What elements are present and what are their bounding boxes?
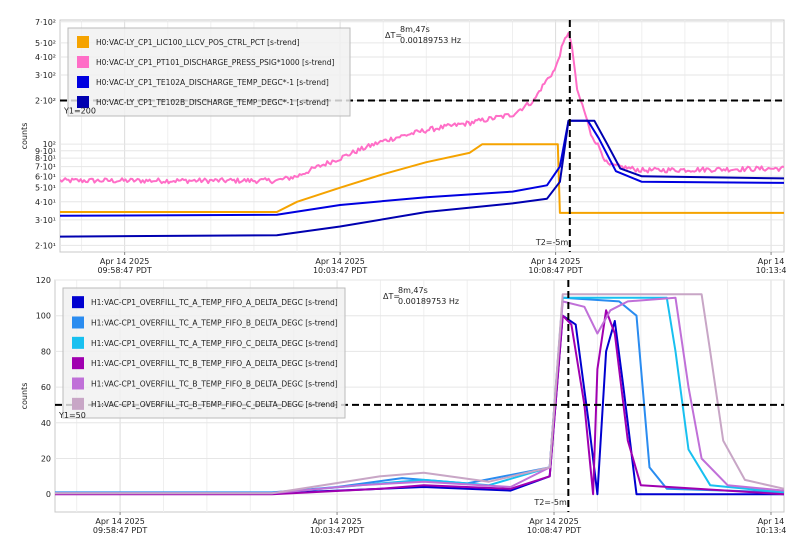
y-tick-label: 20 [41,454,51,463]
legend-swatch[interactable] [72,397,84,410]
legend-swatch[interactable] [72,316,84,329]
y-tick-label: 5·10² [35,39,56,48]
y-tick-label: 3·10² [35,71,56,80]
x-tick-label: 10:13:4 [756,526,787,535]
legend-entry: H0:VAC-LY_CP1_PT101_DISCHARGE_PRESS_PSIG… [96,58,335,67]
y-tick-label: 7·10¹ [35,163,56,172]
x-tick-label: 09:58:47 PDT [97,266,151,275]
series-line [60,32,784,185]
x-tick-label: 10:08:47 PDT [527,526,581,535]
legend-swatch[interactable] [77,36,89,48]
x-tick-label: 10:08:47 PDT [528,266,582,275]
x-tick-label: Apr 14 [758,517,785,526]
y-tick-label: 7·10² [35,18,56,27]
legend-entry: H1:VAC-CP1_OVERFILL_TC_B_TEMP_FIFO_B_DEL… [91,380,338,389]
legend: H1:VAC-CP1_OVERFILL_TC_A_TEMP_FIFO_A_DEL… [62,287,346,419]
legend-swatch[interactable] [72,296,84,309]
y-tick-label: 4·10² [35,53,56,62]
series-line [55,293,784,495]
series-line [60,119,784,217]
x-tick-label: 10:03:47 PDT [310,526,364,535]
y-tick-label: 60 [41,383,51,392]
legend: H0:VAC-LY_CP1_LIC100_LLCV_POS_CTRL_PCT [… [67,27,351,117]
x-tick-label: 10:13:4 [756,266,787,275]
y-axis-label: counts [20,383,29,410]
legend-entry: H1:VAC-CP1_OVERFILL_TC_B_TEMP_FIFO_C_DEL… [91,400,338,409]
y-tick-label: 0 [46,490,51,499]
delta-t-frequency: 0.00189753 Hz [398,297,459,306]
series-group [60,32,784,238]
legend-swatch[interactable] [72,357,84,370]
x-tick-label: Apr 14 2025 [95,517,144,526]
chart-panel-1: 2·10¹ 3·10¹ 4·10¹ 5·10¹ 6·10¹7·10¹8·10¹9·10¹… [20,18,787,275]
legend-entry: H1:VAC-CP1_OVERFILL_TC_A_TEMP_FIFO_B_DEL… [91,319,338,328]
series-group [55,293,784,496]
legend-entry: H0:VAC-LY_CP1_TE102B_DISCHARGE_TEMP_DEGC… [96,98,329,107]
cursor-y1-label: Y1=50 [58,411,86,420]
delta-t-prefix: ΔT= [383,292,400,301]
y-tick-label: 2·10¹ [35,241,56,250]
legend-swatch[interactable] [77,96,89,108]
delta-t-prefix: ΔT= [385,31,402,40]
legend-entry: H0:VAC-LY_CP1_LIC100_LLCV_POS_CTRL_PCT [… [96,38,300,47]
cursor-t2-label: T2=-5m [535,238,569,247]
legend-entry: H1:VAC-CP1_OVERFILL_TC_B_TEMP_FIFO_A_DEL… [91,359,338,368]
x-tick-label: Apr 14 2025 [312,517,361,526]
x-tick-label: Apr 14 2025 [315,257,364,266]
y-axis-label: counts [20,123,29,150]
x-tick-label: Apr 14 2025 [100,257,149,266]
series-line [55,296,784,495]
y-tick-label: 5·10¹ [35,184,56,193]
y-tick-label: 100 [36,312,51,321]
legend-entry: H1:VAC-CP1_OVERFILL_TC_A_TEMP_FIFO_C_DEL… [91,339,338,348]
y-tick-label: 9·10¹ [35,147,56,156]
delta-t-frequency: 0.00189753 Hz [400,36,461,45]
cursor-t2-label: T2=-5m [533,498,567,507]
legend-swatch[interactable] [77,76,89,88]
legend-entry: H0:VAC-LY_CP1_TE102A_DISCHARGE_TEMP_DEGC… [96,78,329,87]
legend-box [62,287,346,419]
x-tick-label: 10:03:47 PDT [313,266,367,275]
y-tick-label: 8·10¹ [35,154,56,163]
delta-t-value: 8m,47s [400,25,430,34]
delta-t-value: 8m,47s [398,286,428,295]
series-line [55,309,784,496]
legend-swatch[interactable] [77,56,89,68]
legend-box [67,27,351,117]
x-tick-label: 09:58:47 PDT [93,526,147,535]
legend-entry: H1:VAC-CP1_OVERFILL_TC_A_TEMP_FIFO_A_DEL… [91,298,338,307]
y-tick-label: 4·10¹ [35,198,56,207]
y-tick-label: 6·10¹ [35,172,56,181]
x-tick-label: Apr 14 2025 [531,257,580,266]
y-tick-label: 40 [41,419,51,428]
y-tick-label: 10² [43,140,56,149]
cursor-y1-label: Y1=200 [63,107,96,116]
x-tick-label: Apr 14 2025 [529,517,578,526]
series-line [60,119,784,238]
y-tick-label: 80 [41,347,51,356]
y-tick-label: 3·10¹ [35,216,56,225]
legend-swatch[interactable] [72,336,84,349]
y-tick-label: 2·10² [35,97,56,106]
y-tick-label: 120 [36,276,51,285]
legend-swatch[interactable] [72,377,84,390]
x-tick-label: Apr 14 [758,257,785,266]
